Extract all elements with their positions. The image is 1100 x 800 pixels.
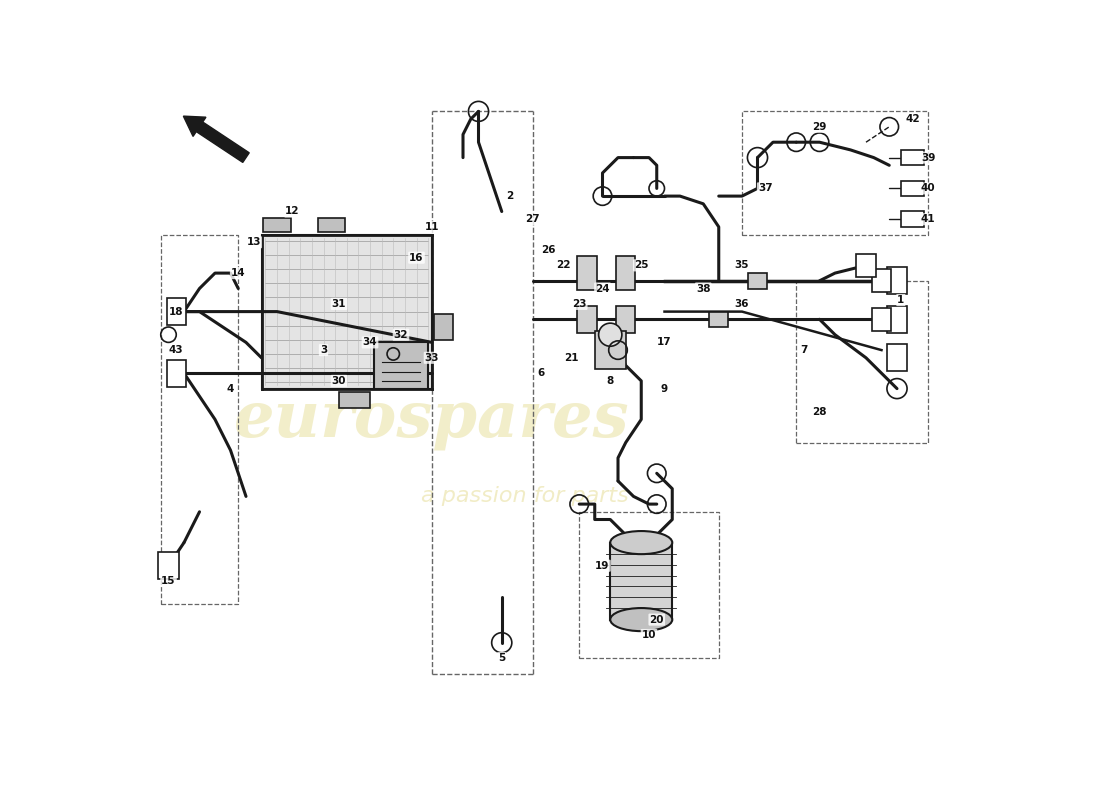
Text: 27: 27 (526, 214, 540, 224)
Bar (595, 331, 626, 370)
Text: 28: 28 (812, 406, 827, 417)
Bar (710, 312, 728, 327)
Bar (578, 256, 596, 290)
Text: 26: 26 (541, 245, 556, 255)
Ellipse shape (610, 608, 672, 631)
Text: 22: 22 (557, 261, 571, 270)
Ellipse shape (610, 531, 672, 554)
Text: 25: 25 (634, 261, 649, 270)
Text: 4: 4 (227, 383, 234, 394)
Text: 17: 17 (657, 338, 672, 347)
Text: 9: 9 (661, 383, 668, 394)
Bar (610, 542, 672, 619)
Bar (433, 314, 453, 341)
Text: eurospares: eurospares (234, 389, 630, 450)
Text: 37: 37 (758, 183, 772, 194)
Bar (901, 211, 924, 227)
Text: 10: 10 (641, 630, 657, 640)
Text: a passion for parts: a passion for parts (421, 486, 629, 506)
Text: 20: 20 (649, 614, 664, 625)
Text: 8: 8 (606, 376, 614, 386)
Bar (872, 308, 891, 331)
Text: 29: 29 (812, 122, 827, 132)
Bar (339, 393, 370, 408)
Text: 35: 35 (735, 261, 749, 270)
Bar (263, 218, 290, 232)
Bar (157, 552, 179, 579)
Text: 23: 23 (572, 299, 586, 309)
Text: 12: 12 (285, 206, 299, 217)
Bar (872, 270, 891, 292)
Text: 32: 32 (394, 330, 408, 340)
Text: 5: 5 (498, 653, 505, 663)
Text: 16: 16 (409, 253, 424, 262)
Bar (901, 150, 924, 166)
Text: 6: 6 (537, 368, 544, 378)
Text: 18: 18 (169, 306, 184, 317)
Bar (166, 360, 186, 386)
Circle shape (598, 323, 622, 346)
Text: 7: 7 (801, 345, 807, 355)
Text: 1: 1 (898, 295, 904, 305)
Bar (856, 254, 876, 277)
Text: 15: 15 (162, 576, 176, 586)
Text: 13: 13 (246, 238, 261, 247)
Bar (901, 181, 924, 196)
Bar (888, 267, 906, 294)
Text: 41: 41 (921, 214, 935, 224)
Text: 40: 40 (921, 183, 935, 194)
Bar (166, 298, 186, 325)
Bar (262, 234, 432, 389)
Text: 30: 30 (332, 376, 346, 386)
Bar (616, 256, 636, 290)
Text: 3: 3 (320, 345, 327, 355)
Text: 36: 36 (735, 299, 749, 309)
Bar (578, 306, 596, 333)
Text: 33: 33 (425, 353, 439, 363)
Text: 2: 2 (506, 191, 513, 201)
Text: 34: 34 (363, 338, 377, 347)
Text: 11: 11 (425, 222, 439, 232)
Bar (748, 273, 767, 289)
Text: 14: 14 (231, 268, 245, 278)
FancyArrow shape (184, 116, 250, 162)
Text: 19: 19 (595, 561, 609, 570)
Text: 39: 39 (921, 153, 935, 162)
Text: 31: 31 (332, 299, 346, 309)
Bar (888, 306, 906, 333)
Bar (374, 342, 428, 389)
Text: 43: 43 (169, 345, 184, 355)
Text: 24: 24 (595, 283, 609, 294)
Text: 42: 42 (905, 114, 920, 124)
Bar (318, 218, 344, 232)
Bar (888, 344, 906, 371)
Text: 38: 38 (696, 283, 711, 294)
Bar (616, 306, 636, 333)
Text: 21: 21 (564, 353, 579, 363)
